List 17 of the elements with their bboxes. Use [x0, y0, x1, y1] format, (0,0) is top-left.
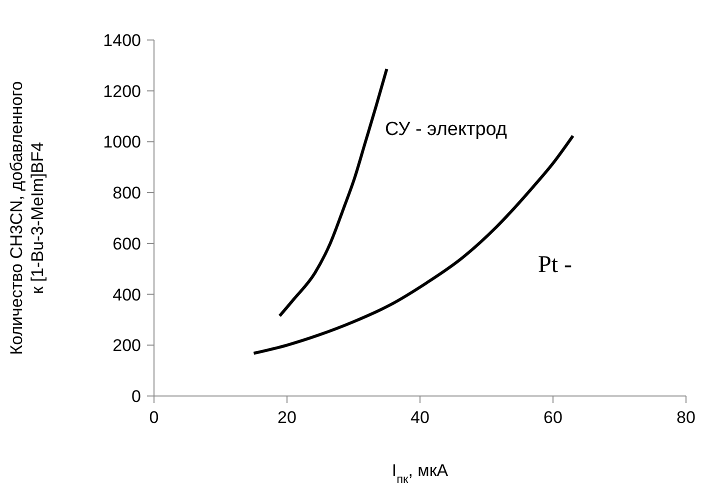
y-tick-label: 1200: [103, 82, 141, 101]
y-tick-label: 0: [132, 387, 141, 406]
y-tick-label: 600: [112, 234, 141, 254]
y-tick-label: 1000: [103, 132, 141, 152]
x-tick-label: 80: [676, 408, 696, 428]
x-tick-label: 60: [544, 408, 562, 428]
series-label: Pt -: [538, 252, 572, 278]
x-tick-label: 20: [278, 408, 296, 428]
y-tick-label: 800: [112, 184, 141, 203]
y-axis-title: Количество CH3CN, добавленного к [1-Bu-3-MeIm]BF4: [7, 81, 47, 355]
y-tick-label: 200: [112, 336, 141, 356]
y-tick-label: 400: [112, 285, 141, 304]
x-axis-title: I$_{пк}$, мкА: [392, 461, 449, 486]
series-label: СУ - электрод: [385, 119, 508, 140]
x-tick-label: 40: [410, 408, 430, 428]
y-tick-label: 1400: [103, 31, 141, 50]
x-tick-label: 0: [149, 408, 159, 428]
